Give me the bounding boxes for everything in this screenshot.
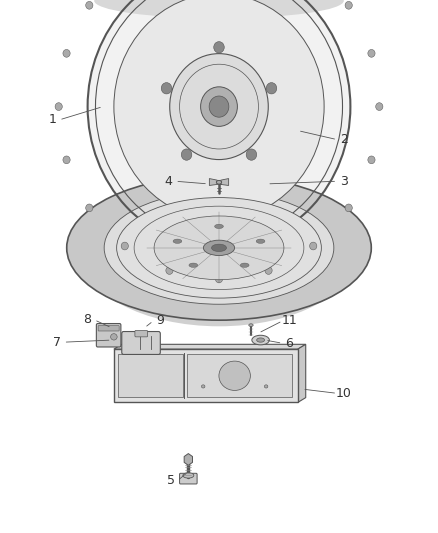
Text: 4: 4 bbox=[165, 175, 173, 188]
Ellipse shape bbox=[212, 244, 226, 252]
Ellipse shape bbox=[310, 242, 317, 250]
Ellipse shape bbox=[117, 198, 321, 298]
Ellipse shape bbox=[266, 83, 277, 94]
Ellipse shape bbox=[215, 224, 223, 229]
Ellipse shape bbox=[256, 239, 265, 244]
Ellipse shape bbox=[88, 0, 350, 248]
Ellipse shape bbox=[55, 103, 62, 110]
Ellipse shape bbox=[214, 42, 224, 53]
Ellipse shape bbox=[81, 177, 357, 326]
Text: 10: 10 bbox=[336, 387, 352, 400]
FancyBboxPatch shape bbox=[135, 330, 148, 337]
Ellipse shape bbox=[104, 191, 334, 304]
Ellipse shape bbox=[114, 0, 324, 220]
Ellipse shape bbox=[154, 216, 284, 280]
FancyBboxPatch shape bbox=[180, 473, 197, 484]
Text: 6: 6 bbox=[285, 337, 293, 350]
Polygon shape bbox=[114, 344, 306, 349]
Ellipse shape bbox=[183, 473, 194, 478]
Text: 7: 7 bbox=[53, 336, 61, 349]
Ellipse shape bbox=[246, 149, 257, 160]
Ellipse shape bbox=[215, 275, 223, 283]
Text: 11: 11 bbox=[281, 314, 297, 327]
Ellipse shape bbox=[376, 103, 383, 110]
Ellipse shape bbox=[209, 96, 229, 117]
Ellipse shape bbox=[170, 54, 268, 159]
Ellipse shape bbox=[240, 263, 249, 268]
Ellipse shape bbox=[257, 338, 265, 342]
FancyBboxPatch shape bbox=[187, 354, 292, 397]
Ellipse shape bbox=[173, 239, 182, 244]
Ellipse shape bbox=[63, 50, 70, 57]
Ellipse shape bbox=[189, 263, 198, 268]
Polygon shape bbox=[298, 344, 306, 402]
Ellipse shape bbox=[67, 175, 371, 320]
Ellipse shape bbox=[345, 2, 352, 9]
Ellipse shape bbox=[219, 361, 251, 390]
Text: 9: 9 bbox=[156, 314, 164, 327]
Text: 1: 1 bbox=[49, 114, 57, 126]
Ellipse shape bbox=[345, 204, 352, 212]
Ellipse shape bbox=[161, 83, 172, 94]
Ellipse shape bbox=[216, 180, 222, 184]
Ellipse shape bbox=[86, 204, 93, 212]
Ellipse shape bbox=[86, 2, 93, 9]
FancyBboxPatch shape bbox=[122, 332, 160, 354]
Polygon shape bbox=[221, 179, 229, 185]
Text: 5: 5 bbox=[167, 474, 175, 487]
FancyBboxPatch shape bbox=[118, 354, 183, 397]
Ellipse shape bbox=[121, 242, 128, 250]
Ellipse shape bbox=[94, 0, 344, 18]
Ellipse shape bbox=[166, 266, 173, 274]
Ellipse shape bbox=[265, 266, 272, 274]
Ellipse shape bbox=[249, 324, 253, 326]
Ellipse shape bbox=[252, 335, 269, 345]
Text: 2: 2 bbox=[340, 133, 348, 146]
Ellipse shape bbox=[110, 334, 117, 340]
Ellipse shape bbox=[368, 156, 375, 164]
Polygon shape bbox=[184, 454, 193, 465]
Text: 3: 3 bbox=[340, 175, 348, 188]
FancyBboxPatch shape bbox=[98, 326, 119, 331]
Ellipse shape bbox=[201, 87, 237, 126]
Bar bbox=[114, 349, 298, 402]
Ellipse shape bbox=[181, 149, 192, 160]
Text: 8: 8 bbox=[84, 313, 92, 326]
Ellipse shape bbox=[201, 385, 205, 388]
Ellipse shape bbox=[63, 156, 70, 164]
Ellipse shape bbox=[265, 385, 268, 388]
FancyBboxPatch shape bbox=[96, 324, 121, 347]
Ellipse shape bbox=[368, 50, 375, 57]
Ellipse shape bbox=[203, 240, 235, 255]
Polygon shape bbox=[209, 179, 217, 185]
